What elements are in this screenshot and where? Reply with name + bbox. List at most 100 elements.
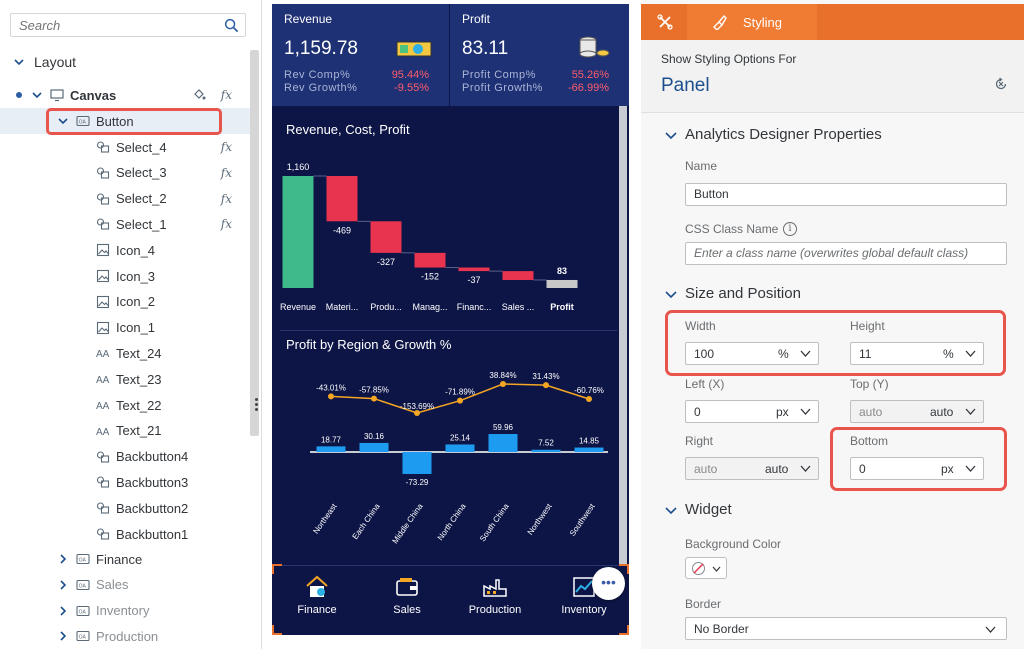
right-field[interactable]: auto auto xyxy=(685,457,819,480)
paint-bucket-icon[interactable] xyxy=(192,88,206,102)
growth-point[interactable] xyxy=(500,381,506,387)
region-bar[interactable] xyxy=(402,452,432,474)
chevron-down-icon[interactable] xyxy=(58,116,68,126)
region-bar[interactable] xyxy=(316,446,346,452)
chevron-down-icon[interactable] xyxy=(965,408,976,416)
tree-item[interactable]: Icon_2 xyxy=(0,289,250,315)
script-fx-icon[interactable]: fx xyxy=(220,191,232,206)
section-size-position[interactable]: Size and Position xyxy=(665,285,801,302)
chevron-down-icon[interactable] xyxy=(800,350,811,358)
region-bar[interactable] xyxy=(531,449,561,452)
search-input[interactable] xyxy=(11,14,211,36)
tree-item[interactable]: Icon_4 xyxy=(0,237,250,263)
chevron-right-icon[interactable] xyxy=(58,631,68,641)
chevron-down-icon[interactable] xyxy=(32,90,42,100)
tree-item[interactable]: Backbutton1 xyxy=(0,521,250,547)
selection-handle[interactable] xyxy=(619,564,629,574)
chevron-right-icon[interactable] xyxy=(58,580,68,590)
tree-item[interactable]: Backbutton2 xyxy=(0,495,250,521)
selection-handle[interactable] xyxy=(272,564,282,574)
nav-sales[interactable]: Sales xyxy=(367,574,447,616)
tree-panel-item[interactable]: OA Production xyxy=(0,623,250,649)
waterfall-chart[interactable]: 1,160 Revenue -469 Materi... -327 Produ... -15… xyxy=(272,142,617,318)
region-chart[interactable]: 18.77 Northeast 30.16 Each China -73.29 Middl… xyxy=(272,356,617,564)
tree-panel-item[interactable]: OA Sales xyxy=(0,572,250,598)
tree-button-selected[interactable]: OA Button xyxy=(0,108,250,134)
tree-item[interactable]: AA Text_22 xyxy=(0,392,250,418)
waterfall-bar[interactable] xyxy=(546,279,578,288)
chevron-down-icon[interactable] xyxy=(665,289,677,299)
waterfall-bar[interactable] xyxy=(326,176,358,222)
selection-handle[interactable] xyxy=(272,625,282,635)
tree-layout-section[interactable]: Layout xyxy=(0,49,250,75)
border-select[interactable]: No Border xyxy=(685,617,1007,640)
waterfall-bar[interactable] xyxy=(370,221,402,253)
profit-kpi-card[interactable]: Profit 83.11 Profit Comp% 55.26% Profit … xyxy=(450,4,629,106)
chevron-down-icon[interactable] xyxy=(800,408,811,416)
nav-finance[interactable]: Finance xyxy=(277,574,357,616)
more-options-button[interactable]: ••• xyxy=(592,567,625,600)
growth-point[interactable] xyxy=(328,393,334,400)
css-class-field[interactable]: Enter a class name (overwrites global de… xyxy=(685,242,1007,265)
width-field[interactable]: 100 % xyxy=(685,342,819,365)
bottom-field[interactable]: 0 px xyxy=(850,457,984,480)
tab-styling[interactable]: Styling xyxy=(687,4,817,40)
region-bar[interactable] xyxy=(574,447,604,452)
waterfall-bar[interactable] xyxy=(282,176,314,288)
tree-item[interactable]: AA Text_24 xyxy=(0,340,250,366)
growth-point[interactable] xyxy=(371,395,377,402)
tree-item[interactable]: Backbutton4 xyxy=(0,444,250,470)
tree-item[interactable]: Select_4 fx xyxy=(0,134,250,160)
name-field[interactable]: Button xyxy=(685,183,1007,206)
top-y-field[interactable]: auto auto xyxy=(850,400,984,423)
tree-item[interactable]: Select_1 fx xyxy=(0,211,250,237)
tools-icon[interactable] xyxy=(657,14,673,30)
chevron-down-icon[interactable] xyxy=(985,626,996,634)
tree-canvas[interactable]: Canvas fx xyxy=(0,82,250,108)
height-field[interactable]: 11 % xyxy=(850,342,984,365)
chevron-down-icon[interactable] xyxy=(665,505,677,515)
chevron-down-icon[interactable] xyxy=(14,57,24,67)
region-bar[interactable] xyxy=(359,442,389,452)
growth-point[interactable] xyxy=(543,382,549,389)
chevron-right-icon[interactable] xyxy=(58,606,68,616)
chevron-down-icon[interactable] xyxy=(665,130,677,140)
chevron-down-icon[interactable] xyxy=(712,566,721,572)
left-x-field[interactable]: 0 px xyxy=(685,400,819,423)
tree-item[interactable]: Select_2 fx xyxy=(0,186,250,212)
script-fx-icon[interactable]: fx xyxy=(220,165,232,180)
chevron-down-icon[interactable] xyxy=(965,465,976,473)
tab-builder[interactable] xyxy=(641,4,687,40)
tree-item[interactable]: AA Text_21 xyxy=(0,418,250,444)
waterfall-bar[interactable] xyxy=(458,267,490,272)
background-color-picker[interactable] xyxy=(685,557,727,579)
region-bar[interactable] xyxy=(488,434,518,452)
growth-point[interactable] xyxy=(457,397,463,404)
selection-handle[interactable] xyxy=(619,625,629,635)
revenue-kpi-card[interactable]: Revenue 1,159.78 Rev Comp% 95.44% Rev Gr… xyxy=(272,4,449,106)
nav-production[interactable]: Production xyxy=(455,574,535,616)
section-widget[interactable]: Widget xyxy=(665,501,732,518)
nav-inventory[interactable]: Inventory xyxy=(544,574,624,616)
search-icon[interactable] xyxy=(224,18,239,33)
script-fx-icon[interactable]: fx xyxy=(220,88,232,102)
reset-icon[interactable] xyxy=(994,77,1008,91)
tree-panel-item[interactable]: OA Finance xyxy=(0,546,250,572)
tree-item[interactable]: AA Text_23 xyxy=(0,366,250,392)
outline-search[interactable] xyxy=(10,13,246,37)
resize-grip-icon[interactable] xyxy=(255,398,259,414)
info-icon[interactable]: i xyxy=(783,222,797,236)
waterfall-bar[interactable] xyxy=(414,252,446,268)
preview-scrollbar[interactable] xyxy=(619,106,627,568)
script-fx-icon[interactable]: fx xyxy=(220,140,232,154)
tree-item[interactable]: Icon_3 xyxy=(0,263,250,289)
tree-item[interactable]: Backbutton3 xyxy=(0,469,250,495)
growth-point[interactable] xyxy=(414,410,420,416)
chevron-right-icon[interactable] xyxy=(58,554,68,564)
waterfall-bar[interactable] xyxy=(502,271,534,280)
growth-point[interactable] xyxy=(586,396,592,403)
tree-panel-item[interactable]: OA Inventory xyxy=(0,598,250,624)
chevron-down-icon[interactable] xyxy=(965,350,976,358)
section-analytics-props[interactable]: Analytics Designer Properties xyxy=(665,126,882,143)
script-fx-icon[interactable]: fx xyxy=(220,217,232,232)
